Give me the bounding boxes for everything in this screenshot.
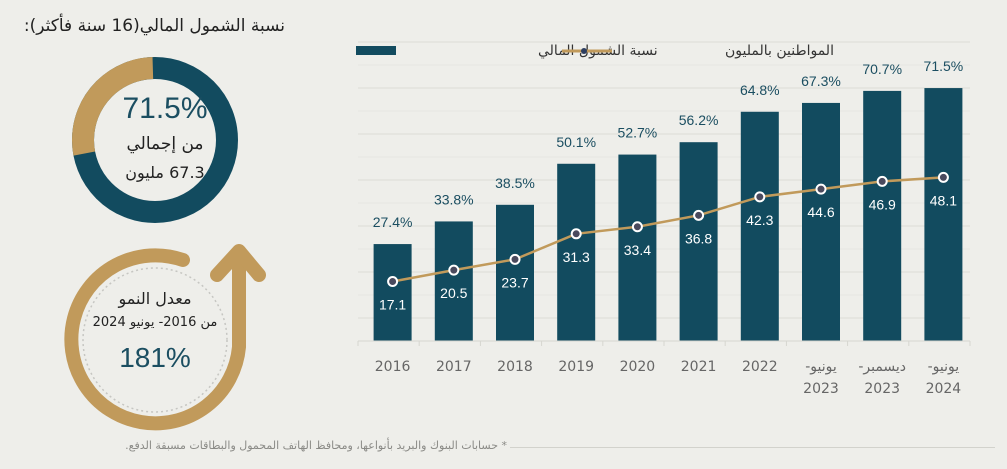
line-value-label: 36.8	[685, 230, 712, 246]
bar	[618, 154, 657, 341]
arrow-head-icon	[210, 244, 266, 282]
footnote-divider	[510, 447, 995, 448]
line-point	[876, 175, 888, 187]
line-value-label: 33.4	[624, 242, 651, 258]
bar	[740, 111, 779, 342]
line-point	[570, 228, 582, 240]
bar	[863, 90, 902, 342]
dotted-inner-ring	[82, 267, 228, 413]
line-point	[509, 253, 521, 265]
footnote: * حسابات البنوك والبريد بأنواعها، ومحافظ…	[125, 439, 507, 452]
donut-line2: 67.3 مليون	[125, 163, 205, 182]
bar-label: 52.7%	[618, 125, 658, 141]
donut-remaining-segment	[72, 57, 154, 156]
line-value-label: 44.6	[807, 204, 834, 220]
bar	[679, 142, 718, 341]
inclusion-donut	[72, 57, 238, 223]
line-point	[693, 209, 705, 221]
line-point	[815, 183, 827, 195]
bar	[434, 221, 473, 341]
growth-label: معدل النمو	[118, 289, 192, 308]
bar-label: 64.8%	[740, 82, 780, 98]
bar-label: 67.3%	[801, 73, 841, 89]
growth-percent: 181%	[119, 342, 191, 373]
page-title: نسبة الشمول المالي(16 سنة فأكثر):	[23, 16, 285, 36]
x-axis-label: 2024	[926, 381, 962, 397]
inclusion-chart: نسبة الشمول المالي المواطنين بالمليون 27…	[356, 41, 971, 397]
growth-arrow-icon	[64, 248, 246, 431]
x-axis-label: ديسمبر-	[858, 359, 906, 375]
x-axis-label: يونيو-	[805, 359, 837, 375]
line-value-label: 23.7	[501, 274, 528, 290]
bar-label: 50.1%	[556, 134, 596, 150]
bar	[373, 244, 412, 341]
bar	[924, 88, 963, 341]
line-point	[448, 264, 460, 276]
legend: نسبة الشمول المالي المواطنين بالمليون	[356, 43, 834, 59]
line-value-label: 42.3	[746, 212, 773, 228]
bar	[802, 102, 840, 342]
line-point	[631, 221, 643, 233]
x-axis-label: 2023	[864, 381, 900, 397]
bar	[557, 163, 596, 341]
line-value-label: 31.3	[563, 249, 590, 265]
growth-arrow-graphic	[64, 244, 266, 431]
x-axis-label: 2023	[803, 381, 839, 397]
x-axis-label: 2020	[620, 359, 656, 375]
x-axis-label: 2022	[742, 359, 778, 375]
line-value-label: 46.9	[869, 196, 896, 212]
legend-line-marker	[581, 48, 587, 54]
line-value-label: 17.1	[379, 297, 406, 313]
bar-label: 38.5%	[495, 175, 535, 191]
x-axis-label: 2019	[558, 359, 594, 375]
bar-label: 33.8%	[434, 191, 474, 207]
legend-bar-swatch	[356, 46, 396, 55]
bar-label: 56.2%	[679, 112, 719, 128]
bar-label: 27.4%	[373, 214, 413, 230]
line-point	[387, 276, 399, 288]
line-value-label: 20.5	[440, 285, 467, 301]
bar-label: 70.7%	[862, 61, 902, 77]
x-axis-label: يونيو-	[928, 359, 960, 375]
donut-line1: من إجمالي	[126, 134, 204, 154]
line-point	[754, 191, 766, 203]
x-axis-label: 2016	[375, 359, 411, 375]
bar-label: 71.5%	[924, 58, 964, 74]
line-value-label: 48.1	[930, 192, 957, 208]
x-axis-label: 2017	[436, 359, 472, 375]
citizens-line	[392, 176, 944, 283]
legend-line-label: المواطنين بالمليون	[725, 43, 834, 59]
bar	[496, 204, 534, 341]
growth-period: من 2016- يونيو 2024	[92, 315, 218, 330]
donut-percent: 71.5%	[122, 92, 208, 125]
line-point	[937, 171, 949, 183]
x-axis-label: 2018	[497, 359, 533, 375]
x-axis-label: 2021	[681, 359, 717, 375]
